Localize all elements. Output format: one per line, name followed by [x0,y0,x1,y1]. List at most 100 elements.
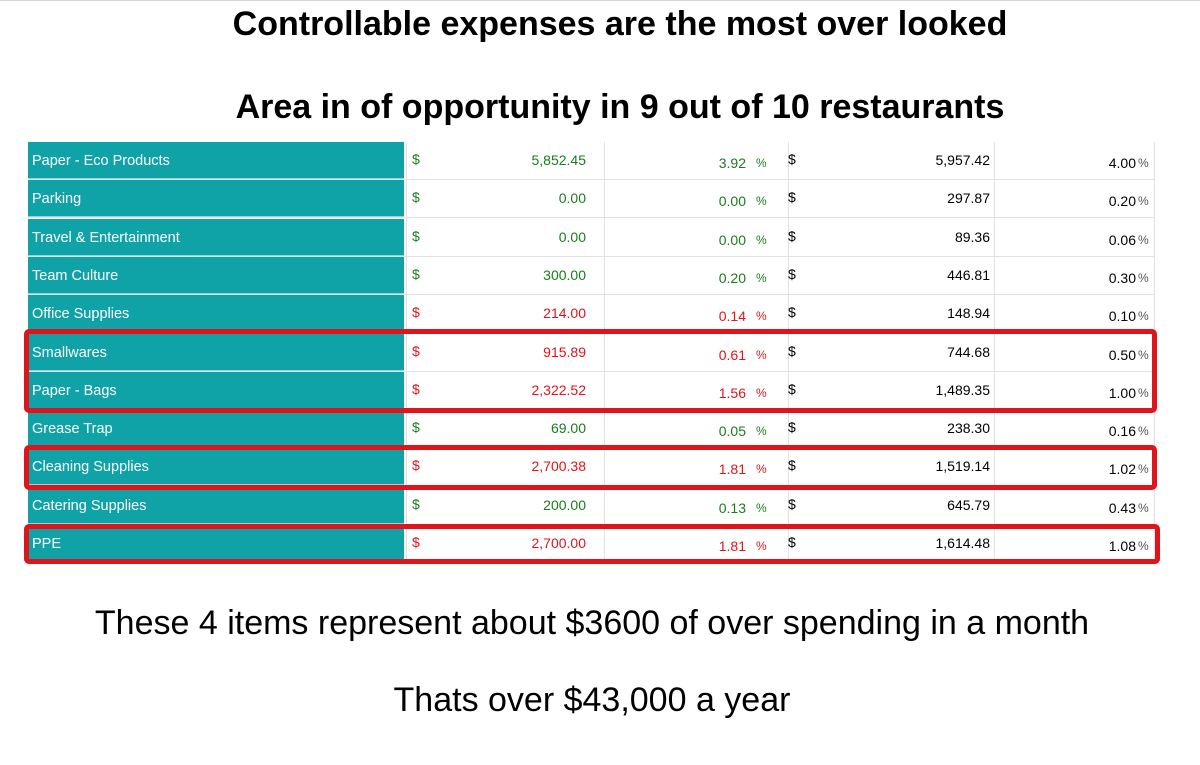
budget-amount: 1,614.48 [935,535,991,551]
summary-line-2: Thats over $43,000 a year [393,681,791,719]
budget-percent-symbol: % [1138,539,1149,553]
actual-currency-symbol: $ [412,495,420,512]
budget-currency-symbol: $ [788,304,796,321]
heading-line-1: Controllable expenses are the most over … [232,5,1008,43]
actual-percent-symbol: % [756,270,767,285]
summary-line-1: These 4 items represent about $3600 of o… [94,604,1090,642]
budget-percent: 0.50 [1108,346,1136,363]
actual-percent: 0.13 [718,499,746,516]
budget-currency-symbol: $ [788,342,796,359]
budget-currency-symbol: $ [788,380,796,397]
actual-percent-symbol: % [756,156,767,170]
column-divider [406,142,407,562]
row-name: Parking [28,180,404,218]
budget-percent-symbol: % [1138,424,1149,439]
actual-currency-symbol: $ [412,342,420,359]
budget-percent: 0.06 [1108,231,1136,248]
budget-percent: 0.20 [1108,193,1136,210]
actual-percent-symbol: % [756,347,767,362]
highlight-box-smallwares-paper-bags [24,329,1157,413]
budget-currency-symbol: $ [788,457,796,474]
budget-percent-symbol: % [1138,232,1149,247]
actual-percent-symbol: % [756,194,767,209]
column-divider [788,142,789,562]
actual-currency-symbol: $ [412,227,420,244]
row-name: Team Culture [28,256,404,294]
actual-currency-symbol: $ [412,151,420,167]
budget-percent: 1.08 [1108,538,1136,554]
budget-percent: 0.30 [1108,269,1136,286]
budget-amount: 446.81 [947,266,990,283]
budget-percent-symbol: % [1138,347,1149,362]
actual-amount: 200.00 [543,496,586,513]
budget-percent-symbol: % [1138,385,1149,400]
actual-currency-symbol: $ [412,380,420,397]
actual-percent-symbol: % [756,500,767,515]
budget-percent-symbol: % [1138,156,1149,170]
column-divider [604,142,605,562]
actual-percent: 1.81 [718,538,746,554]
budget-amount: 1,519.14 [935,458,991,475]
budget-amount: 89.36 [954,228,990,245]
budget-amount: 148.94 [947,305,990,322]
table-row: Team Culture $300.00 0.20% $446.81 0.30% [28,256,1154,295]
actual-amount: 2,700.38 [531,458,587,475]
budget-percent-symbol: % [1138,270,1149,285]
budget-currency-symbol: $ [788,419,796,436]
budget-percent-symbol: % [1138,194,1149,209]
actual-amount: 0.00 [558,190,586,207]
budget-percent: 1.02 [1108,461,1136,478]
table-row: Catering Supplies $200.00 0.13% $645.79 0.43… [28,486,1154,525]
actual-percent: 1.81 [718,461,746,478]
highlight-box-cleaning-supplies [24,445,1157,490]
row-name: Grease Trap [28,410,404,448]
table-row: Grease Trap $69.00 0.05% $238.30 0.16% [28,410,1154,449]
expense-table: Paper - Eco Products $5,852.45 3.92% $5,957… [28,142,1155,563]
actual-amount: 214.00 [543,305,586,322]
actual-percent: 0.61 [718,346,746,363]
heading-line-2: Area in of opportunity in 9 out of 10 re… [235,88,1005,126]
actual-currency-symbol: $ [412,304,420,321]
actual-percent-symbol: % [756,385,767,400]
row-name: Paper - Eco Products [28,142,404,179]
budget-percent-symbol: % [1138,309,1149,324]
actual-percent: 0.00 [718,193,746,210]
row-name: Travel & Entertainment [28,218,404,256]
budget-percent: 0.43 [1108,499,1136,516]
budget-percent-symbol: % [1138,462,1149,477]
actual-percent: 0.20 [718,269,746,286]
actual-amount: 2,700.00 [531,535,587,551]
budget-currency-symbol: $ [788,151,796,167]
table-row: Office Supplies $214.00 0.14% $148.94 0.10% [28,295,1154,334]
highlight-box-ppe [24,524,1160,564]
actual-percent: 1.56 [718,384,746,401]
actual-amount: 5,852.45 [531,152,587,168]
row-name: Paper - Bags [28,371,404,409]
budget-currency-symbol: $ [788,495,796,512]
table-row: Paper - Eco Products $5,852.45 3.92% $5,957… [28,142,1154,180]
budget-amount: 238.30 [947,420,990,437]
table-row: Travel & Entertainment $0.00 0.00% $89.36 0.… [28,218,1154,257]
table-row: Smallwares $915.89 0.61% $744.68 0.50% [28,333,1154,372]
budget-amount: 297.87 [947,190,990,207]
actual-amount: 2,322.52 [531,381,587,398]
actual-amount: 300.00 [543,266,586,283]
actual-amount: 69.00 [550,420,586,437]
actual-percent-symbol: % [756,539,767,553]
budget-percent: 0.10 [1108,308,1136,325]
budget-percent: 4.00 [1108,155,1136,171]
budget-percent: 1.00 [1108,384,1136,401]
budget-currency-symbol: $ [788,265,796,282]
actual-percent-symbol: % [756,232,767,247]
budget-amount: 645.79 [947,496,990,513]
row-name: Office Supplies [28,295,404,333]
actual-currency-symbol: $ [412,189,420,206]
column-divider [994,142,995,562]
actual-percent-symbol: % [756,309,767,324]
table-row: Parking $0.00 0.00% $297.87 0.20% [28,180,1154,219]
budget-percent: 0.16 [1108,423,1136,440]
row-name: Cleaning Supplies [28,448,404,486]
actual-percent-symbol: % [756,424,767,439]
actual-amount: 0.00 [558,228,586,245]
row-name: Smallwares [28,333,404,371]
